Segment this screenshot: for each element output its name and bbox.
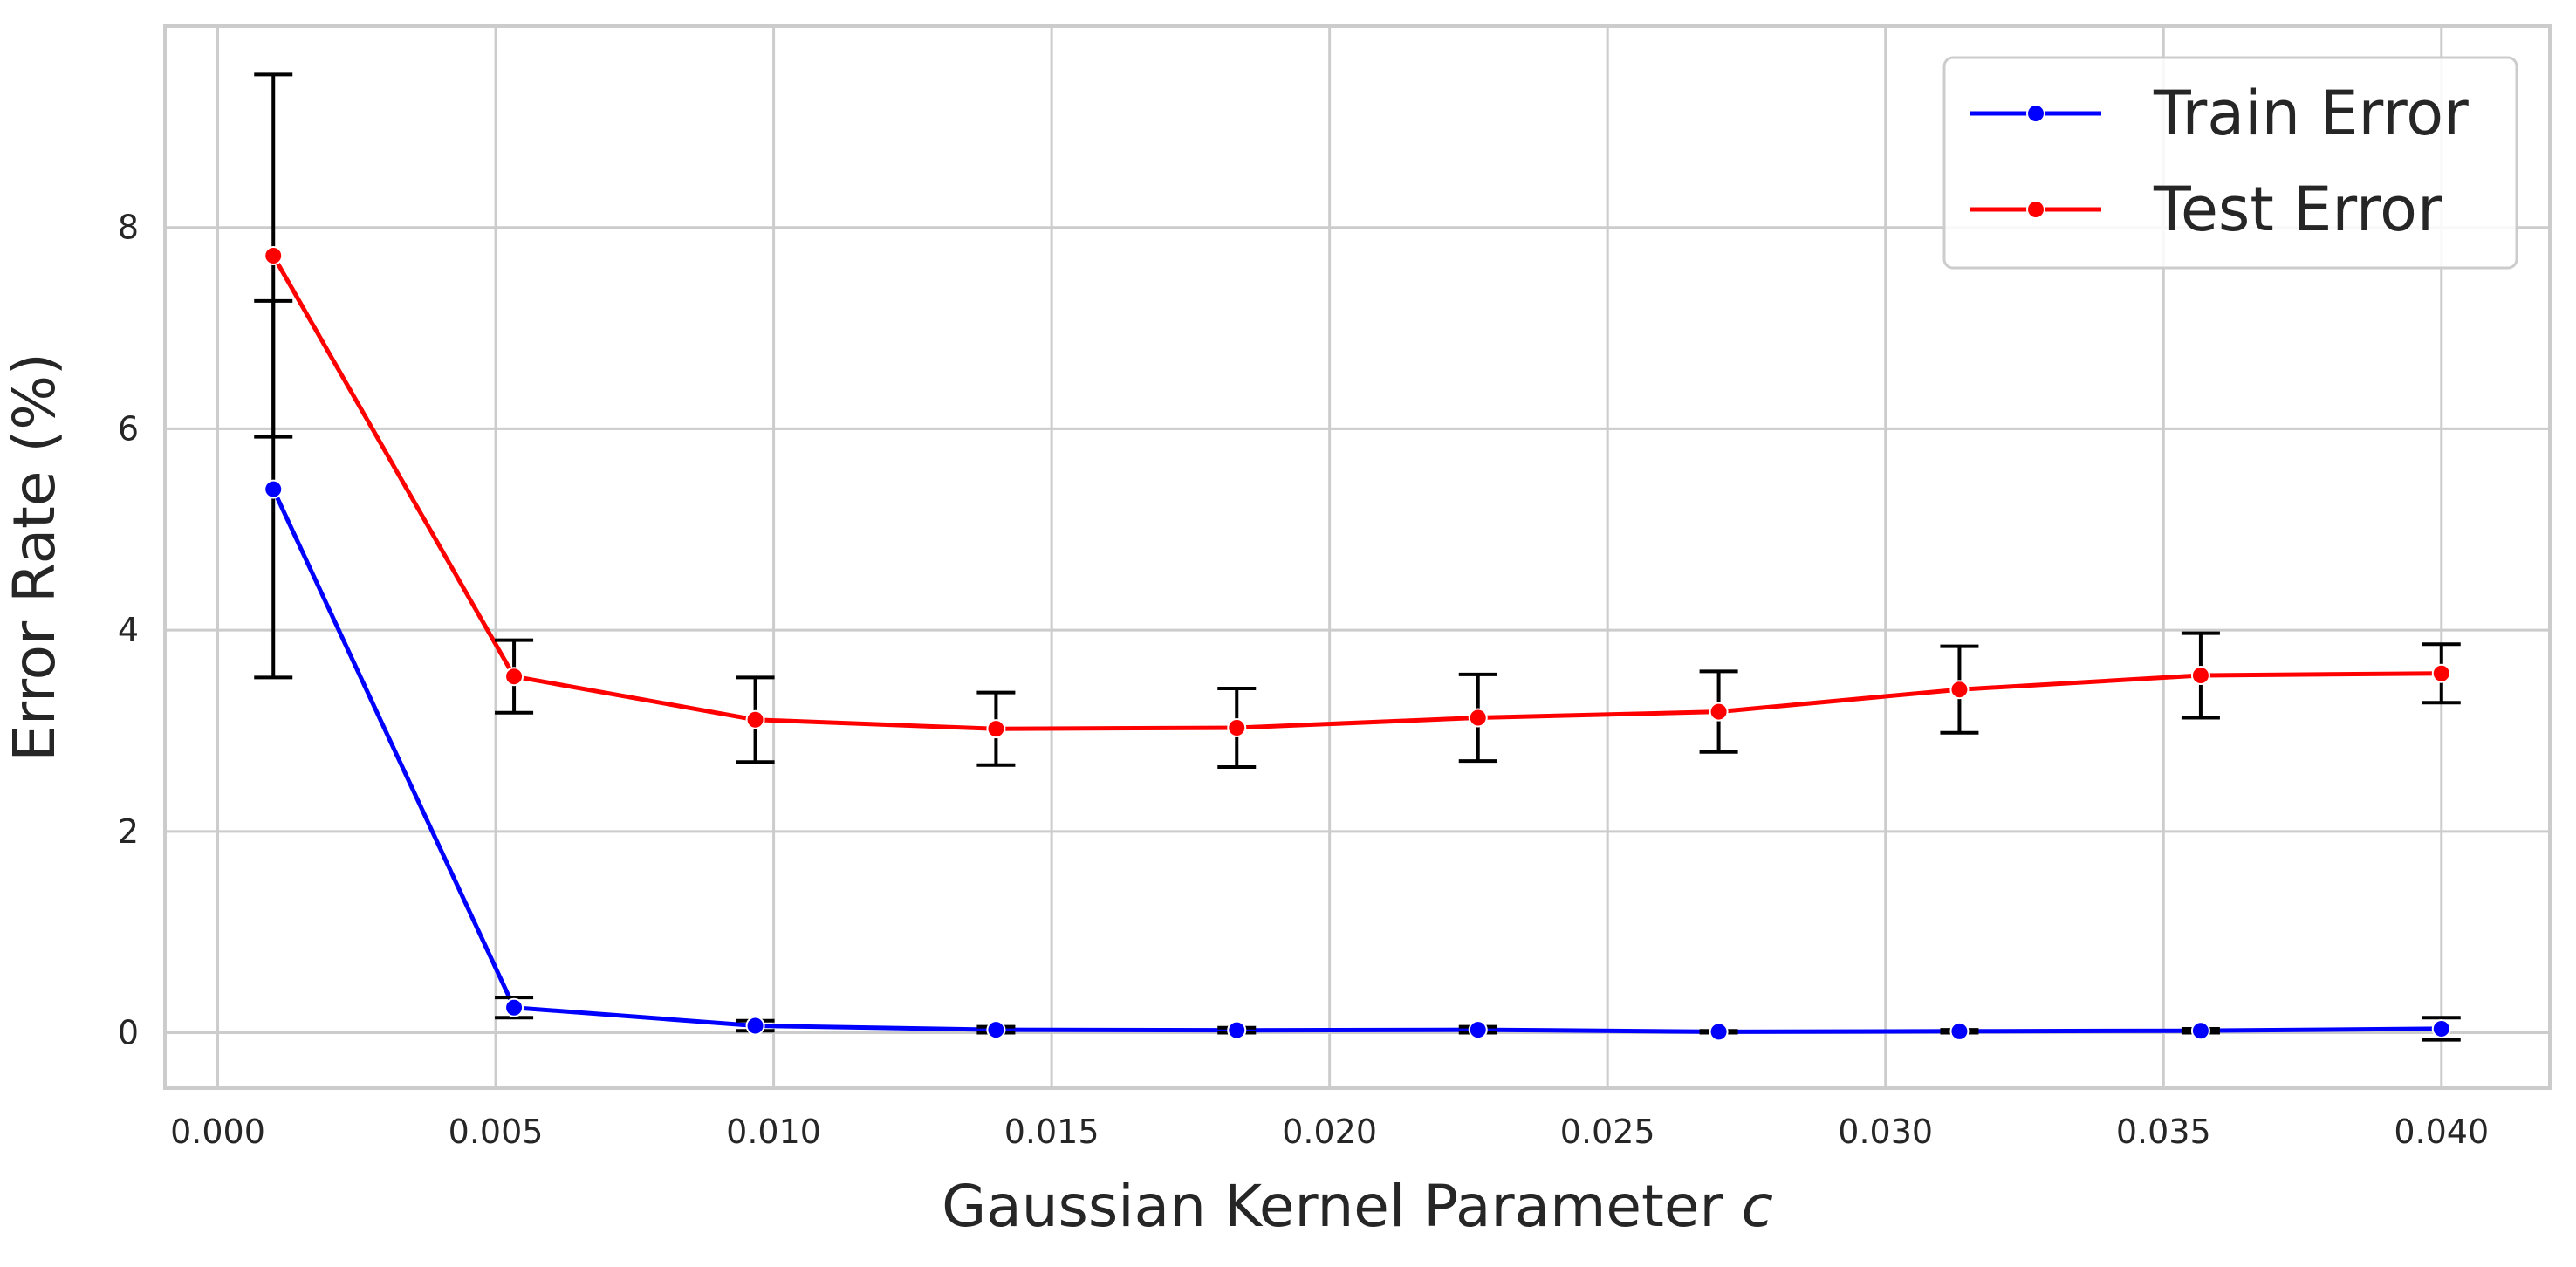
train-error-point — [1949, 1021, 1970, 1041]
series-lines — [271, 254, 2442, 1034]
legend-item-test-error: Test Error — [1970, 174, 2442, 245]
x-tick-label: 0.025 — [1560, 1113, 1655, 1151]
y-tick-labels: 0 2 4 6 8 — [118, 209, 139, 1052]
test-error-point — [986, 719, 1006, 739]
x-tick-label: 0.035 — [2116, 1113, 2211, 1151]
test-error-point — [264, 246, 284, 266]
x-tick-label: 0.020 — [1282, 1113, 1377, 1151]
train-error-line — [271, 488, 2442, 1034]
series-markers — [264, 246, 2451, 1042]
train-error-point — [1468, 1020, 1488, 1040]
train-error-point — [986, 1020, 1006, 1040]
y-tick-label: 6 — [118, 409, 139, 448]
y-tick-label: 2 — [118, 812, 139, 851]
test-error-point — [1468, 708, 1488, 728]
y-tick-label: 4 — [118, 611, 139, 649]
x-tick-label: 0.000 — [170, 1113, 265, 1151]
test-error-point — [1709, 702, 1729, 722]
x-tick-label: 0.015 — [1004, 1113, 1100, 1151]
train-error-point — [2190, 1021, 2210, 1041]
x-tick-label: 0.010 — [726, 1113, 821, 1151]
test-error-point — [504, 667, 524, 687]
legend-label-test-error: Test Error — [2153, 174, 2442, 245]
train-error-point — [504, 997, 524, 1017]
legend-marker-test-error — [2026, 200, 2045, 219]
plot-frame — [163, 24, 2552, 1090]
x-axis-label-symbol: c — [1742, 1173, 1773, 1240]
train-error-point — [264, 479, 284, 499]
x-tick-label: 0.030 — [1838, 1113, 1933, 1151]
legend-marker-train-error — [2026, 104, 2045, 123]
test-error-point — [2431, 663, 2451, 683]
test-error-point — [745, 709, 765, 729]
x-tick-label: 0.040 — [2394, 1113, 2489, 1151]
test-error-point — [2190, 666, 2210, 686]
y-tick-label: 0 — [118, 1014, 139, 1052]
legend-box — [1942, 56, 2518, 270]
y-tick-label: 8 — [118, 209, 139, 247]
train-error-point — [1227, 1020, 1247, 1040]
legend-label-train-error: Train Error — [2153, 78, 2469, 149]
x-axis-label-text: Gaussian Kernel Parameter — [942, 1173, 1741, 1240]
train-error-point — [745, 1016, 765, 1036]
legend-item-train-error: Train Error — [1970, 78, 2469, 149]
test-error-point — [1227, 718, 1247, 738]
test-error-line — [271, 254, 2442, 731]
train-error-point — [2431, 1018, 2451, 1038]
x-tick-label: 0.005 — [449, 1113, 544, 1151]
x-tick-labels: 0.000 0.005 0.010 0.015 0.020 0.025 0.030 0.035… — [170, 1113, 2489, 1151]
legend: Train Error Test Error — [1942, 56, 2518, 270]
train-error-point — [1709, 1022, 1729, 1042]
y-axis-label: Error Rate (%) — [1, 353, 68, 761]
x-axis-label: Gaussian Kernel Parameter c — [942, 1173, 1773, 1240]
test-error-point — [1949, 680, 1970, 700]
